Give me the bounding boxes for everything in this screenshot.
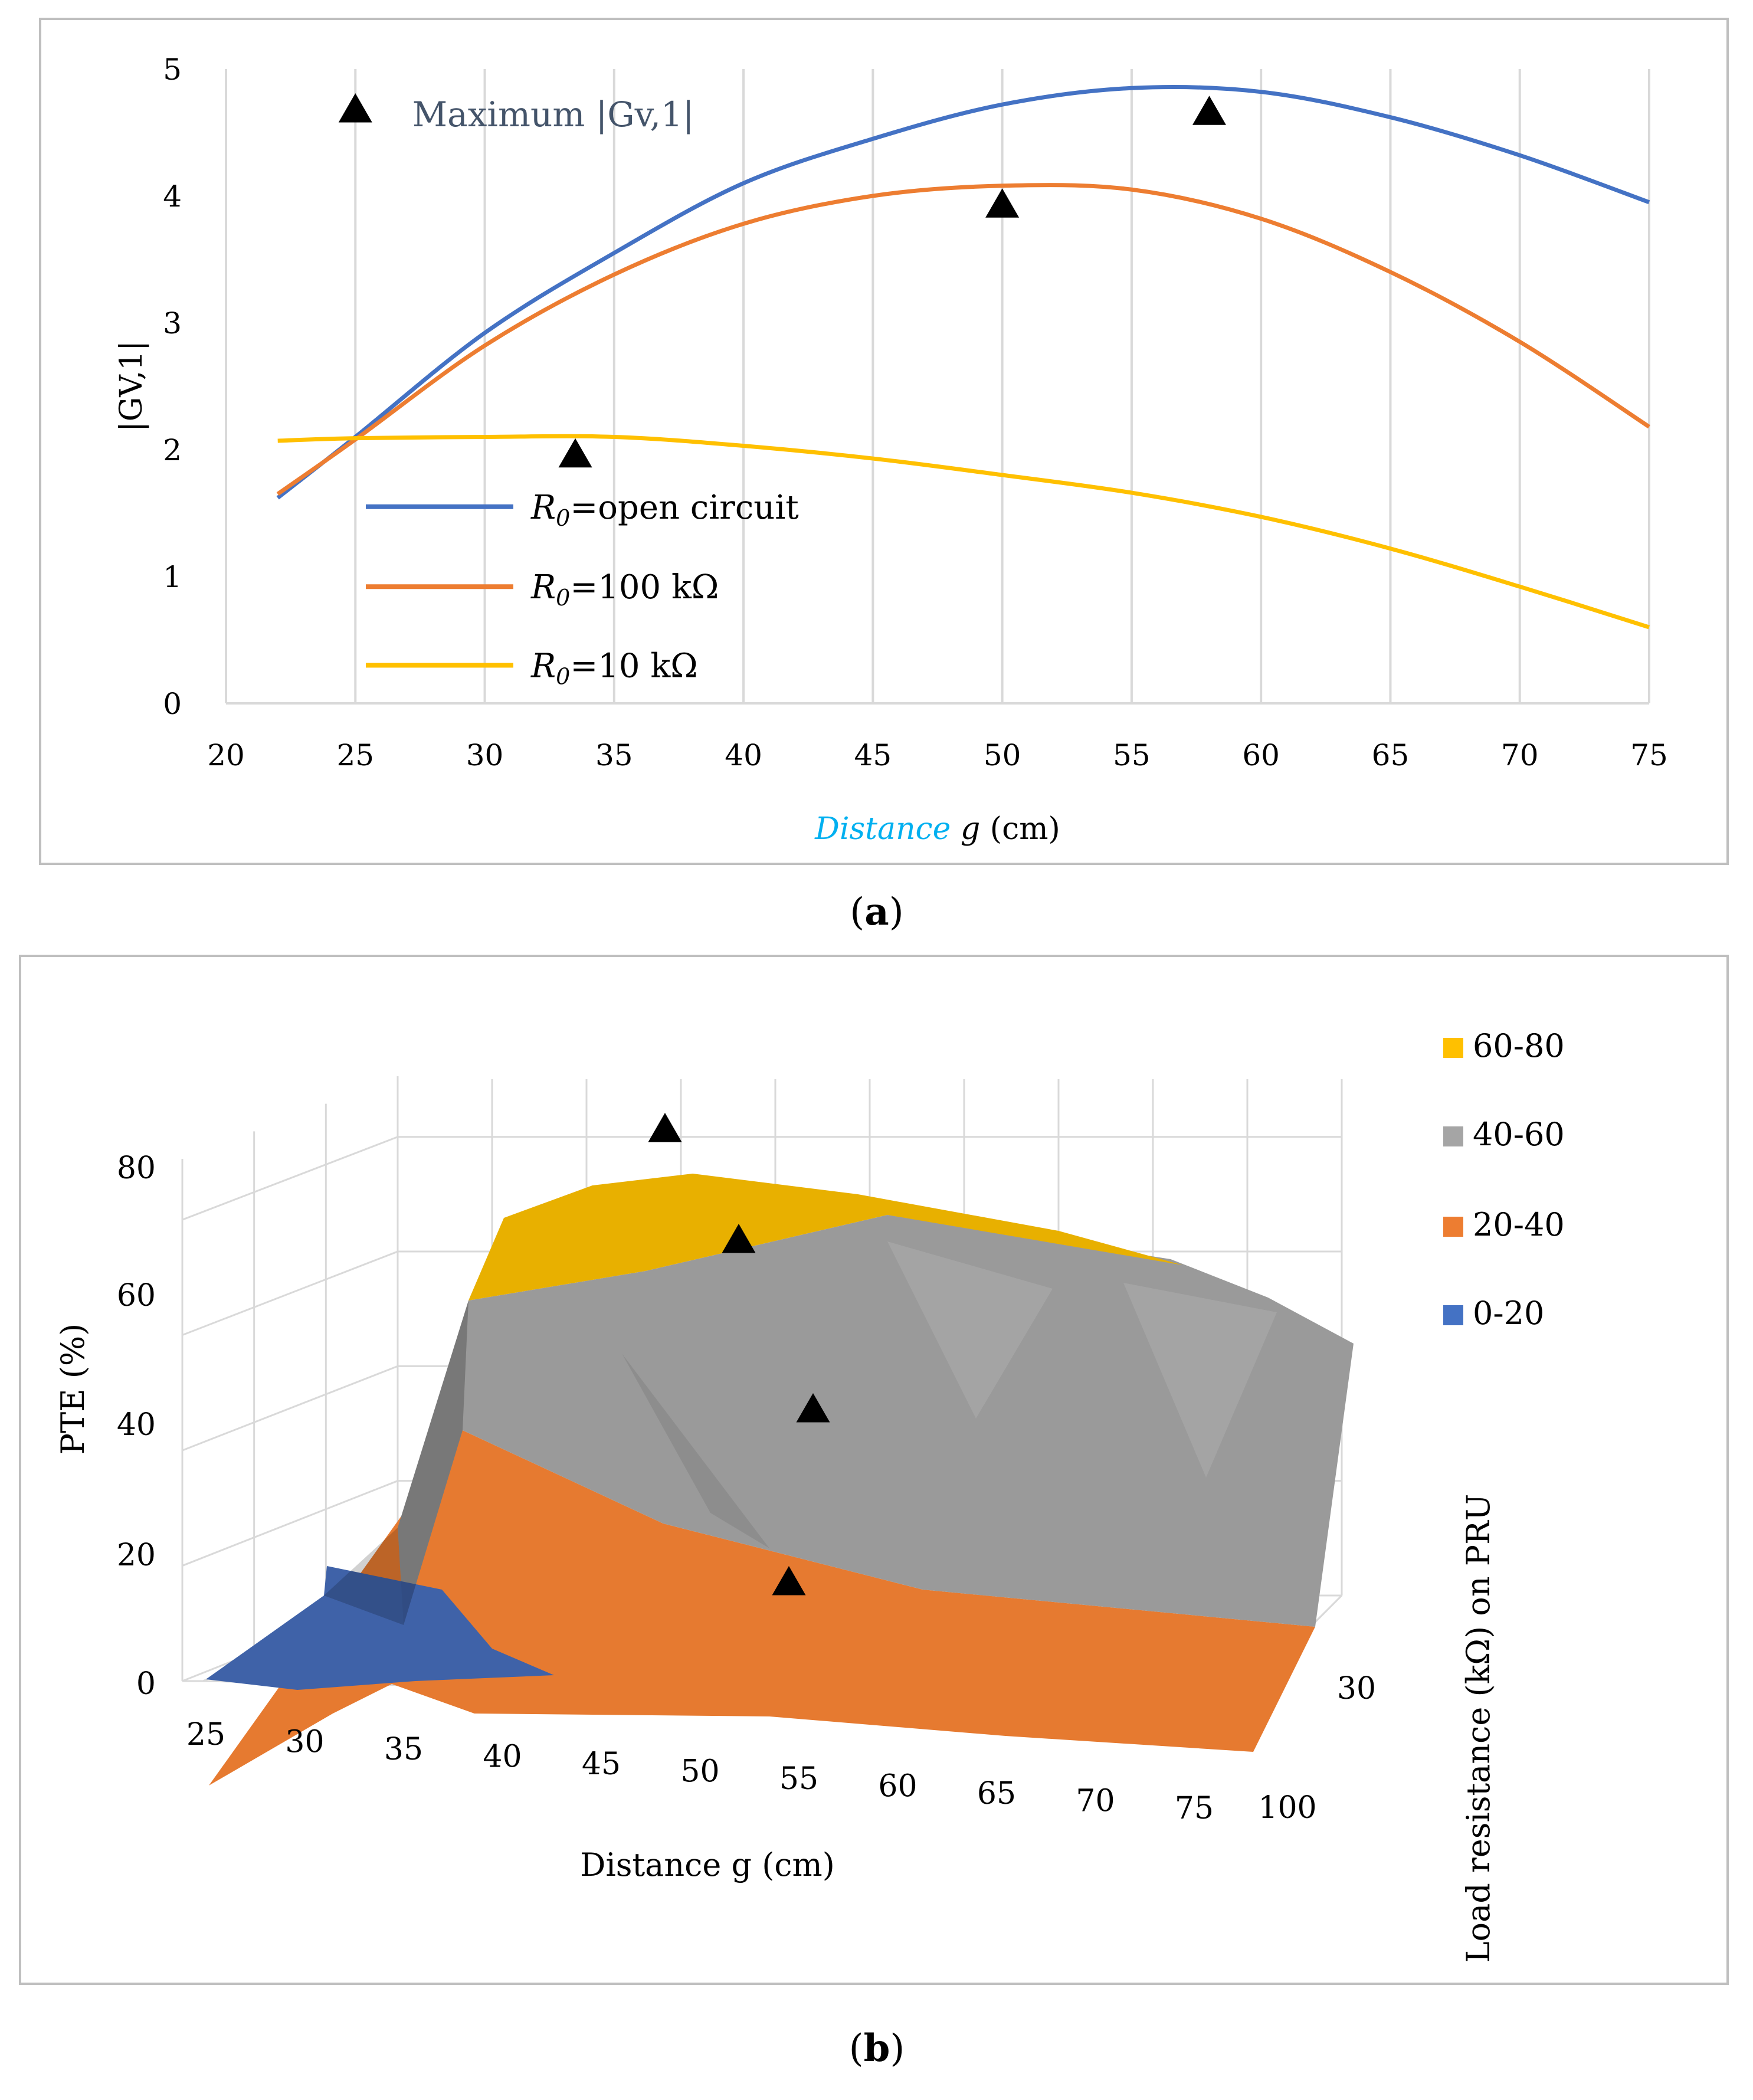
x-tick-label: 75 (1630, 738, 1668, 772)
x-tick-label: 25 (186, 1717, 225, 1752)
legend-label-sub: R (530, 568, 556, 607)
max-pte-marker-2 (796, 1393, 830, 1423)
surface-band-60-80 (468, 1174, 1182, 1300)
legend-label-subscript: 0 (556, 664, 570, 690)
y-tick-label: 5 (163, 53, 182, 87)
y-tick-label: 80 (117, 1151, 156, 1186)
legend-label-subscript: 0 (556, 505, 570, 531)
x-tick-label: 55 (779, 1761, 818, 1797)
x-tick-label: 55 (1113, 738, 1151, 772)
legend-label-1: R0=100 kΩ (530, 568, 719, 611)
panel-b-caption: (b) (848, 2026, 905, 2070)
x-tick-label: 40 (483, 1739, 522, 1775)
series-line-0 (276, 84, 1650, 500)
x-tick-label: 30 (466, 738, 504, 772)
x-tick-label: 45 (582, 1747, 621, 1782)
y-axis-title: |GV,1| (114, 340, 149, 432)
y-tick-label: 40 (117, 1407, 156, 1443)
y-tick-label: 60 (117, 1278, 156, 1313)
x-tick-label: 65 (1372, 738, 1410, 772)
y-tick-label: 4 (163, 179, 182, 214)
y-tick-label: 0 (136, 1666, 156, 1702)
max-marker-0 (558, 438, 592, 468)
max-pte-marker-3 (772, 1566, 806, 1596)
facet-light-2 (1123, 1283, 1277, 1477)
y-tick-label: 20 (117, 1538, 156, 1573)
left-wall-hline (182, 1365, 398, 1452)
depth-tick-label: 30 (1337, 1671, 1376, 1706)
y-tick-label: 2 (163, 433, 182, 467)
x-tick-label: 20 (207, 738, 245, 772)
legend-swatch-40-60 (1443, 1126, 1463, 1146)
legend-label-40-60: 40-60 (1473, 1116, 1565, 1153)
legend-label-60-80: 60-80 (1473, 1027, 1565, 1064)
max-marker-1 (985, 188, 1020, 218)
left-wall-hline (182, 1136, 398, 1221)
x-tick-label: 65 (977, 1776, 1016, 1811)
legend-label-2: R0=10 kΩ (530, 647, 698, 690)
facet-shade-left-low (324, 1528, 404, 1625)
x-tick-label: 70 (1501, 738, 1539, 772)
facet-shade-left (398, 1300, 468, 1625)
x-axis-title-italic: Distance (814, 811, 951, 847)
x-axis-title: Distance g (cm) (580, 1846, 835, 1883)
x-tick-label: 50 (984, 738, 1021, 772)
max-pte-marker-1 (722, 1224, 756, 1253)
max-pte-marker-0 (648, 1113, 682, 1142)
chart-a-frame: 20 25 30 35 40 45 50 55 60 65 70 75 0 1 2 3 4 5 Distance g… (39, 18, 1729, 865)
facet-shade-1 (622, 1354, 769, 1548)
z-axis-title: Load resistance (kΩ) on PRU (1460, 1494, 1497, 1963)
x-tick-label: 70 (1076, 1784, 1115, 1819)
legend-swatch-20-40 (1443, 1217, 1463, 1237)
y-axis-title: PTE (%) (54, 1323, 91, 1454)
facet-light-1 (887, 1241, 1053, 1418)
legend-label-20-40: 20-40 (1473, 1206, 1565, 1243)
x-tick-label: 60 (1242, 738, 1280, 772)
marker-legend-label: Maximum |Gv,1| (412, 94, 694, 135)
legend-label-sub: R (530, 647, 556, 686)
x-tick-label: 50 (680, 1754, 719, 1790)
y-tick-label: 0 (163, 687, 182, 721)
legend-swatch-60-80 (1443, 1038, 1463, 1058)
x-axis-title-var: g (951, 811, 980, 847)
x-tick-label: 35 (595, 738, 633, 772)
legend-label-rest: =100 kΩ (570, 568, 719, 607)
series-line-1 (276, 183, 1650, 496)
y-tick-label: 3 (163, 306, 182, 340)
legend-label-sub: R (530, 489, 556, 527)
y-tick-label: 1 (163, 560, 182, 594)
x-tick-label: 25 (336, 738, 374, 772)
legend-swatch-0-20 (1443, 1305, 1463, 1325)
surface-band-40-60 (398, 1215, 1354, 1627)
left-wall-hline (182, 1250, 398, 1336)
max-marker-2 (1192, 96, 1226, 125)
legend-label-0: R0=open circuit (530, 489, 799, 531)
legend-label-0-20: 0-20 (1473, 1295, 1544, 1332)
x-axis-title: Distance g (cm) (814, 811, 1060, 847)
x-tick-label: 45 (854, 738, 892, 772)
x-tick-label: 60 (878, 1769, 917, 1804)
x-tick-label: 30 (285, 1725, 324, 1760)
legend-label-subscript: 0 (556, 585, 570, 611)
x-tick-label: 75 (1175, 1791, 1214, 1826)
panel-a-caption: (a) (850, 890, 904, 934)
marker-legend-icon (338, 93, 372, 123)
left-wall-hline (182, 1480, 398, 1567)
surface-band-0-20 (206, 1566, 554, 1690)
series-line-2 (277, 434, 1650, 630)
surface-band-20-40 (209, 1430, 1315, 1786)
chart-b-svg: 0 20 40 60 80 25 30 35 40 45 50 55 60 65 70 75 30 100 Dist… (54, 1027, 1565, 1963)
depth-tick-label: 100 (1258, 1790, 1316, 1826)
x-tick-label: 40 (725, 738, 762, 772)
x-axis-title-unit: (cm) (980, 811, 1060, 847)
x-tick-label: 35 (384, 1732, 423, 1767)
legend-label-rest: =10 kΩ (570, 647, 697, 686)
legend-label-rest: =open circuit (570, 489, 799, 527)
chart-b-frame: 0 20 40 60 80 25 30 35 40 45 50 55 60 65 70 75 30 100 Dist… (19, 955, 1729, 1985)
